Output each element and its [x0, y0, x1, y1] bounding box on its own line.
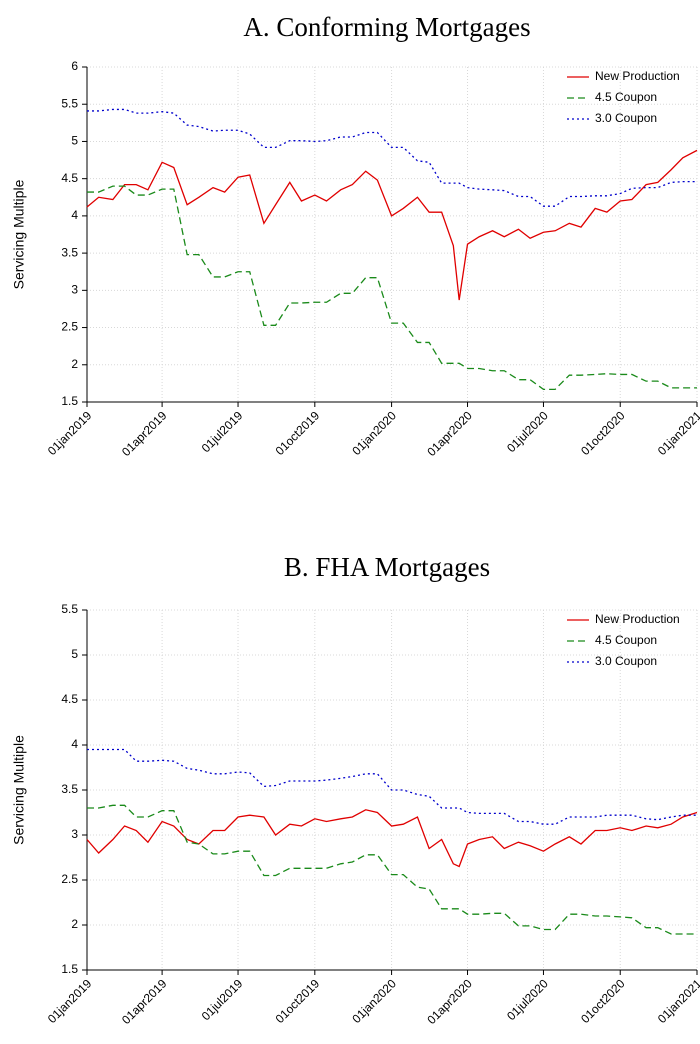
y-tick-label: 3 [71, 827, 78, 841]
y-axis-label: Servicing Multiple [11, 735, 27, 845]
x-tick-label: 01oct2019 [273, 408, 323, 458]
y-axis-label: Servicing Multiple [11, 179, 27, 289]
y-tick-label: 1.5 [61, 962, 78, 976]
legend-label: 4.5 Coupon [595, 633, 657, 647]
x-tick-label: 01apr2020 [424, 976, 475, 1027]
y-tick-label: 6 [71, 59, 78, 73]
legend-label: New Production [595, 69, 680, 83]
y-tick-label: 2.5 [61, 320, 78, 334]
x-tick-label: 01jan2021 [655, 408, 700, 458]
y-tick-label: 3.5 [61, 245, 78, 259]
legend-label: 3.0 Coupon [595, 654, 657, 668]
y-tick-label: 4 [71, 208, 78, 222]
y-tick-label: 4.5 [61, 692, 78, 706]
x-tick-label: 01jan2019 [45, 408, 95, 458]
x-tick-label: 01jul2020 [504, 976, 551, 1023]
x-tick-label: 01jul2019 [199, 408, 246, 455]
y-tick-label: 1.5 [61, 394, 78, 408]
x-tick-label: 01jan2021 [655, 976, 700, 1026]
legend-label: New Production [595, 612, 680, 626]
series-line [87, 108, 697, 207]
y-tick-label: 4 [71, 737, 78, 751]
x-tick-label: 01jan2019 [45, 976, 95, 1026]
chart-title: A. Conforming Mortgages [243, 12, 530, 42]
chart-title: B. FHA Mortgages [284, 552, 490, 582]
y-tick-label: 2.5 [61, 872, 78, 886]
series-line [87, 804, 697, 935]
series-line [86, 809, 698, 868]
y-tick-label: 5.5 [61, 602, 78, 616]
y-tick-label: 5.5 [61, 96, 78, 110]
x-tick-label: 01oct2020 [578, 408, 628, 458]
y-tick-label: 2 [71, 357, 78, 371]
x-tick-label: 01apr2020 [424, 408, 475, 459]
x-tick-label: 01jan2020 [349, 408, 399, 458]
series-line [87, 748, 697, 825]
x-tick-label: 01apr2019 [119, 976, 170, 1027]
x-tick-label: 01oct2019 [273, 976, 323, 1026]
y-tick-label: 4.5 [61, 171, 78, 185]
y-tick-label: 5 [71, 647, 78, 661]
x-tick-label: 01jul2020 [504, 408, 551, 455]
series-line [86, 149, 698, 301]
x-tick-label: 01jul2019 [199, 976, 246, 1023]
y-tick-label: 5 [71, 134, 78, 148]
x-tick-label: 01jan2020 [349, 976, 399, 1026]
y-tick-label: 2 [71, 917, 78, 931]
series-line [87, 185, 697, 390]
x-tick-label: 01apr2019 [119, 408, 170, 459]
x-tick-label: 01oct2020 [578, 976, 628, 1026]
legend-label: 4.5 Coupon [595, 90, 657, 104]
legend-label: 3.0 Coupon [595, 111, 657, 125]
y-tick-label: 3.5 [61, 782, 78, 796]
y-tick-label: 3 [71, 283, 78, 297]
